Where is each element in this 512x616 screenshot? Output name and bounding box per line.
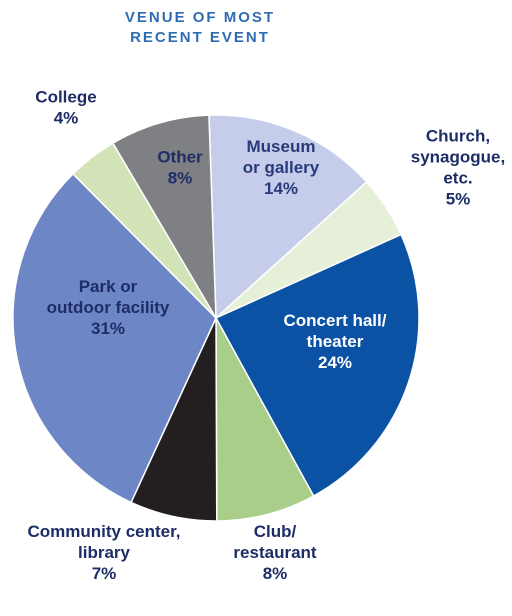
pie-slice-7 bbox=[111, 114, 217, 319]
slice-label-6: College 4% bbox=[35, 88, 96, 128]
slice-value-label: 7% bbox=[92, 564, 117, 583]
slice-label-2: Concert hall/theater 24% bbox=[284, 311, 387, 372]
slice-label-5: Park or outdoor facility 31% bbox=[47, 277, 170, 338]
slice-name-label: Club/ bbox=[254, 522, 297, 541]
slice-name-label: Other bbox=[157, 148, 203, 167]
slice-label-3: Club/restaurant 8% bbox=[233, 522, 316, 583]
slice-label-1: Church, synagogue, etc. 5% bbox=[411, 127, 505, 209]
slice-value-label: 24% bbox=[318, 353, 352, 372]
slice-name-label: Concert hall/ bbox=[284, 311, 387, 330]
slice-name-label: synagogue, bbox=[411, 148, 505, 167]
slice-value-label: 14% bbox=[264, 179, 298, 198]
chart-title-line-1: VENUE OF MOST bbox=[124, 9, 276, 26]
pie-slice-2 bbox=[214, 233, 420, 498]
slice-label-7: Other 8% bbox=[157, 148, 203, 188]
slice-value-label: 8% bbox=[263, 564, 288, 583]
slice-name-label: College bbox=[35, 88, 96, 107]
slice-value-label: 31% bbox=[91, 319, 125, 338]
slice-name-label: Church, bbox=[426, 127, 490, 146]
slice-name-label: Park or bbox=[79, 277, 138, 296]
pie-slice-3 bbox=[215, 317, 315, 522]
slice-name-label: library bbox=[78, 543, 131, 562]
slice-name-label: Museum bbox=[247, 137, 316, 156]
slice-value-label: 5% bbox=[446, 190, 471, 209]
slice-label-0: Museum or gallery 14% bbox=[243, 137, 320, 198]
pie-slice-5 bbox=[12, 172, 217, 504]
slice-label-4: Community center, library 7% bbox=[27, 522, 180, 583]
slice-name-label: theater bbox=[307, 332, 364, 351]
slice-name-label: Community center, bbox=[27, 522, 180, 541]
slice-name-label: outdoor facility bbox=[47, 298, 170, 317]
pie-slice-0 bbox=[208, 114, 368, 320]
chart-title-line-2: RECENT EVENT bbox=[130, 29, 270, 46]
slice-name-label: restaurant bbox=[233, 543, 316, 562]
slice-name-label: or gallery bbox=[243, 158, 320, 177]
slice-name-label: etc. bbox=[443, 169, 472, 188]
slice-value-label: 4% bbox=[54, 109, 79, 128]
chart-title: VENUE OF MOST RECENT EVENT bbox=[0, 8, 400, 48]
slice-value-label: 8% bbox=[168, 169, 193, 188]
